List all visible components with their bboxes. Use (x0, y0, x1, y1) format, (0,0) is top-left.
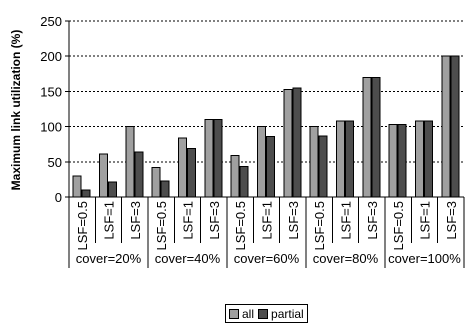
x-category-label: LSF=0.5 (154, 201, 169, 251)
y-tick-label: 250 (40, 14, 62, 29)
x-category-label: LSF=1 (260, 201, 275, 240)
axes (65, 20, 465, 268)
x-category-label: LSF=0.5 (233, 201, 248, 251)
bar-partial (213, 119, 223, 198)
bar-all (230, 154, 240, 198)
tick-labels: 0 50 100 150 200 250 LSF=0.5 LSF=1 LSF=3 LSF=0.5 L… (40, 14, 461, 266)
bar-all (204, 119, 214, 198)
bar-partial (108, 181, 117, 198)
x-group-label: cover=60% (234, 251, 300, 266)
legend-swatch-partial (258, 308, 269, 319)
legend-label-all: all (242, 306, 255, 321)
legend-item-all: all (229, 307, 254, 321)
x-category-label: LSF=3 (128, 201, 143, 240)
bar-partial (371, 76, 381, 198)
y-tick-label: 150 (40, 84, 62, 99)
bar-partial (239, 166, 249, 198)
bar-partial (160, 180, 170, 198)
bar-partial (450, 55, 460, 198)
bar-all (283, 88, 293, 198)
legend-label-partial: partial (271, 306, 304, 321)
bar-all (99, 153, 108, 198)
bar-partial (397, 123, 407, 198)
bar-partial (187, 147, 196, 198)
x-group-label: cover=100% (388, 251, 461, 266)
y-tick-label: 50 (48, 155, 62, 170)
bar-partial (292, 87, 302, 198)
y-tick-label: 200 (40, 49, 62, 64)
y-tick-label: 0 (55, 190, 62, 205)
bar-all (388, 123, 398, 198)
bar-all (336, 120, 345, 198)
bar-partial (345, 120, 354, 198)
bars (72, 55, 460, 198)
x-category-label: LSF=1 (102, 201, 117, 240)
bar-partial (318, 135, 328, 198)
bar-partial (81, 189, 91, 198)
x-category-label: LSF=0.5 (75, 201, 90, 251)
bar-all (151, 166, 161, 198)
bar-all (257, 126, 266, 198)
legend-item-partial: partial (258, 307, 304, 321)
x-category-label: LSF=3 (365, 201, 380, 240)
bar-partial (266, 135, 275, 198)
bar-all (441, 55, 451, 198)
x-category-label: LSF=0.5 (312, 201, 327, 251)
y-tick-label: 100 (40, 120, 62, 135)
bar-partial (134, 151, 144, 198)
x-group-label: cover=40% (155, 251, 221, 266)
x-group-label: cover=80% (313, 251, 379, 266)
x-category-label: LSF=1 (339, 201, 354, 240)
y-axis-label: Maximum link utilization (%) (9, 30, 23, 191)
legend-swatch-all (229, 308, 239, 319)
x-group-label: cover=20% (76, 251, 142, 266)
x-category-label: LSF=3 (207, 201, 222, 240)
bar-all (178, 137, 187, 198)
x-category-label: LSF=0.5 (391, 201, 406, 251)
x-category-label: LSF=3 (286, 201, 301, 240)
bar-all (72, 175, 82, 198)
bar-all (415, 120, 424, 198)
x-category-label: LSF=3 (444, 201, 459, 240)
bar-all (125, 126, 135, 198)
bar-all (309, 126, 319, 198)
x-category-label: LSF=1 (418, 201, 433, 240)
bar-partial (424, 120, 433, 198)
bar-chart: 0 50 100 150 200 250 LSF=0.5 LSF=1 LSF=3 LSF=0.5 L… (9, 14, 465, 268)
legend: all partial (225, 304, 308, 323)
bar-all (362, 76, 372, 198)
x-category-label: LSF=1 (181, 201, 196, 240)
